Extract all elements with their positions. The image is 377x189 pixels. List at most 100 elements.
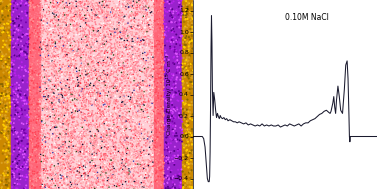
Point [135, 102, 141, 105]
Point [109, 84, 115, 87]
Point [112, 95, 118, 98]
Point [158, 141, 164, 144]
Point [130, 179, 136, 182]
Point [74, 62, 80, 65]
Point [104, 172, 110, 175]
Point [128, 101, 134, 104]
Point [65, 91, 71, 94]
Point [0, 2, 3, 5]
Point [112, 144, 118, 147]
Point [169, 31, 175, 34]
Point [44, 42, 51, 45]
Point [30, 126, 36, 129]
Point [75, 136, 81, 139]
Point [138, 183, 144, 186]
Point [43, 20, 49, 23]
Point [104, 63, 110, 66]
Point [141, 167, 147, 170]
Point [188, 162, 194, 165]
Point [129, 49, 135, 52]
Point [148, 159, 154, 162]
Point [149, 160, 155, 163]
Point [103, 16, 109, 19]
Point [154, 83, 160, 86]
Point [57, 2, 63, 5]
Point [103, 169, 109, 172]
Point [149, 23, 155, 26]
Point [53, 109, 59, 112]
Point [122, 48, 128, 51]
Point [86, 13, 92, 16]
Point [53, 173, 59, 176]
Point [41, 8, 47, 11]
Point [48, 7, 54, 10]
Point [107, 73, 113, 76]
Point [34, 177, 40, 180]
Point [86, 36, 92, 39]
Point [107, 0, 113, 3]
Point [60, 175, 66, 178]
Point [140, 32, 146, 35]
Point [73, 182, 79, 185]
Point [134, 135, 140, 138]
Point [144, 22, 150, 26]
Point [40, 134, 46, 137]
Point [88, 86, 94, 89]
Point [51, 48, 57, 51]
Point [143, 90, 149, 93]
Point [6, 150, 12, 153]
Point [56, 93, 62, 96]
Point [180, 163, 186, 166]
Point [47, 174, 53, 177]
Point [66, 4, 72, 7]
Point [110, 57, 116, 60]
Point [80, 165, 86, 168]
Point [185, 49, 192, 52]
Point [45, 19, 51, 22]
Point [134, 40, 140, 43]
Point [185, 74, 191, 77]
Point [38, 125, 44, 128]
Point [46, 58, 52, 61]
Point [43, 60, 49, 63]
Point [136, 185, 143, 188]
Point [177, 78, 183, 81]
Point [160, 161, 166, 164]
Point [129, 54, 135, 57]
Point [40, 90, 46, 93]
Point [91, 141, 97, 144]
Point [151, 94, 157, 97]
Point [189, 39, 195, 42]
Point [137, 105, 143, 108]
Point [181, 103, 187, 106]
Point [89, 95, 95, 98]
Point [33, 68, 39, 71]
Point [69, 20, 75, 23]
Point [59, 142, 65, 145]
Point [28, 129, 34, 132]
Point [49, 39, 55, 42]
Point [42, 174, 48, 177]
Point [34, 4, 40, 7]
Point [110, 174, 116, 177]
Point [28, 19, 34, 22]
Point [156, 164, 162, 167]
Point [58, 144, 64, 147]
Point [92, 82, 98, 85]
Point [155, 81, 161, 84]
Point [48, 122, 54, 125]
Point [95, 84, 101, 87]
Point [22, 99, 28, 102]
Point [127, 16, 133, 19]
Point [64, 53, 70, 57]
Point [104, 119, 110, 122]
Point [89, 143, 95, 146]
Point [63, 53, 69, 57]
Point [48, 116, 54, 119]
Point [137, 157, 143, 160]
Point [182, 173, 188, 176]
Point [127, 0, 133, 2]
Point [53, 81, 59, 84]
Point [133, 57, 139, 60]
Point [82, 23, 88, 26]
